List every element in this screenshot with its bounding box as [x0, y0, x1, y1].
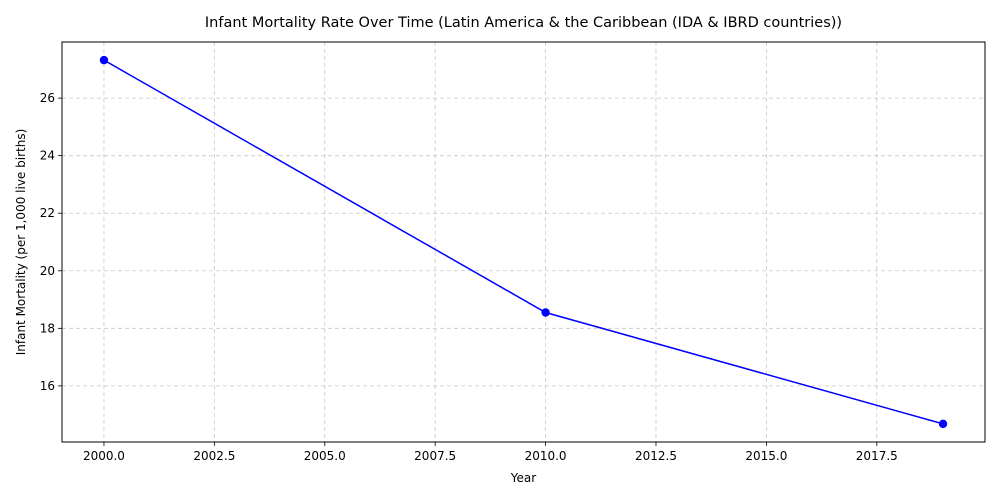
- x-tick-label: 2017.5: [856, 449, 898, 463]
- x-tick-label: 2000.0: [83, 449, 125, 463]
- x-tick-label: 2012.5: [635, 449, 677, 463]
- axis-ticks: 2000.0 2002.5 2005.0 2007.5 2010.0 2012.5 2015…: [40, 91, 898, 463]
- chart-title: Infant Mortality Rate Over Time (Latin A…: [205, 15, 842, 31]
- y-tick-label: 22: [40, 206, 55, 220]
- data-series: [99, 55, 948, 429]
- data-point: [541, 308, 550, 317]
- x-tick-label: 2010.0: [525, 449, 567, 463]
- grid-lines: [62, 42, 985, 442]
- x-tick-label: 2002.5: [193, 449, 235, 463]
- y-axis-label: Infant Mortality (per 1,000 live births): [14, 129, 28, 356]
- x-tick-label: 2015.0: [745, 449, 787, 463]
- y-tick-label: 26: [40, 91, 55, 105]
- data-point: [938, 419, 948, 429]
- plot-area-frame: [61, 41, 986, 443]
- x-tick-label: 2005.0: [304, 449, 346, 463]
- y-tick-label: 20: [40, 264, 55, 278]
- data-point: [99, 55, 109, 65]
- y-tick-label: 16: [40, 379, 55, 393]
- x-tick-label: 2007.5: [414, 449, 456, 463]
- y-tick-label: 24: [40, 149, 55, 163]
- y-tick-label: 18: [40, 321, 55, 335]
- x-axis-label: Year: [510, 471, 536, 485]
